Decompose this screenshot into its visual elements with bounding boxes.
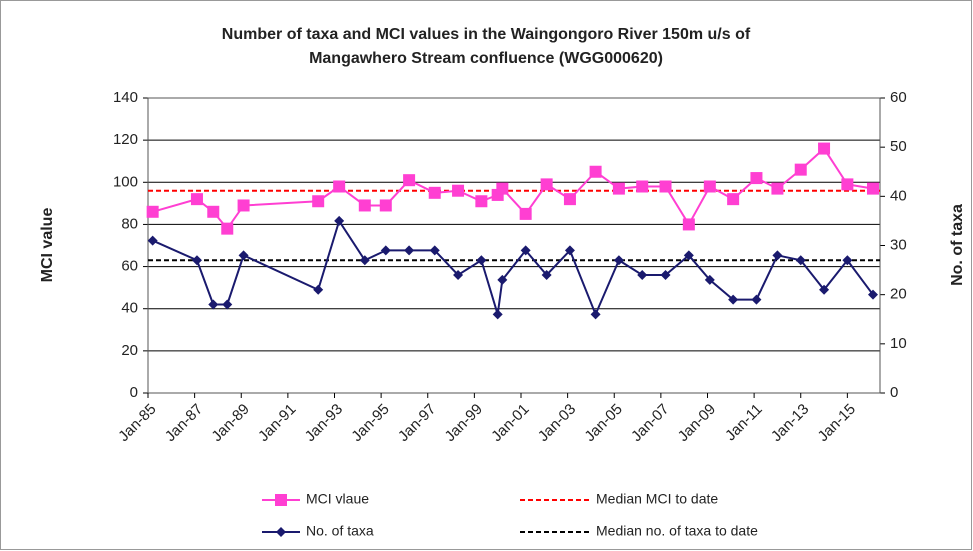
data-point bbox=[772, 250, 783, 261]
legend-label: No. of taxa bbox=[306, 523, 374, 539]
data-point bbox=[380, 245, 391, 256]
chart-title: Mangawhero Stream confluence (WGG000620) bbox=[309, 50, 663, 67]
data-point bbox=[519, 207, 532, 220]
data-point bbox=[636, 180, 649, 193]
y-tick-label: 60 bbox=[121, 258, 138, 275]
data-point bbox=[221, 222, 234, 235]
y2-tick-label: 10 bbox=[890, 335, 907, 352]
y2-tick-label: 0 bbox=[890, 384, 898, 401]
y2-tick-label: 20 bbox=[890, 286, 907, 303]
data-point bbox=[612, 182, 625, 195]
data-point bbox=[541, 270, 552, 280]
data-point bbox=[660, 270, 671, 280]
data-point bbox=[379, 199, 392, 212]
y2-tick-label: 40 bbox=[890, 187, 907, 204]
data-point bbox=[659, 180, 672, 193]
data-point bbox=[452, 184, 465, 197]
data-point bbox=[818, 142, 831, 155]
data-point bbox=[842, 255, 853, 266]
data-point bbox=[751, 294, 762, 305]
y-tick-label: 80 bbox=[121, 215, 138, 232]
y-tick-label: 20 bbox=[121, 342, 138, 359]
data-point bbox=[190, 193, 203, 206]
data-point bbox=[237, 199, 250, 212]
data-point bbox=[563, 193, 576, 206]
data-point bbox=[333, 180, 346, 193]
y-tick-label: 140 bbox=[113, 89, 138, 106]
legend-label: MCI vlaue bbox=[306, 491, 369, 507]
y2-tick-label: 30 bbox=[890, 236, 907, 253]
data-point bbox=[147, 235, 158, 246]
legend-label: Median MCI to date bbox=[596, 491, 718, 507]
data-point bbox=[403, 174, 416, 187]
data-point bbox=[520, 245, 531, 256]
data-point bbox=[637, 270, 648, 280]
data-point bbox=[819, 284, 830, 295]
data-point bbox=[703, 180, 716, 193]
data-point bbox=[727, 193, 740, 206]
data-point bbox=[428, 186, 441, 199]
legend-label: Median no. of taxa to date bbox=[596, 523, 758, 539]
data-point bbox=[496, 182, 509, 195]
data-point bbox=[312, 195, 325, 208]
y-tick-label: 0 bbox=[130, 384, 138, 401]
data-point bbox=[682, 218, 695, 231]
data-point bbox=[868, 289, 879, 300]
data-point bbox=[146, 205, 159, 218]
data-point bbox=[208, 299, 219, 310]
data-point bbox=[476, 255, 487, 266]
plot-frame bbox=[147, 97, 881, 394]
data-point bbox=[590, 309, 601, 320]
data-point bbox=[704, 274, 715, 285]
data-point bbox=[191, 255, 202, 266]
data-point bbox=[497, 274, 508, 285]
data-point bbox=[475, 195, 488, 208]
y-axis-label: MCI value bbox=[39, 208, 56, 283]
legend-marker bbox=[276, 527, 286, 537]
data-point bbox=[429, 245, 440, 256]
chart-title: Number of taxa and MCI values in the Wai… bbox=[222, 26, 751, 43]
data-point bbox=[540, 178, 553, 191]
data-point bbox=[358, 199, 371, 212]
data-point bbox=[683, 250, 694, 261]
legend-marker bbox=[275, 494, 287, 506]
y-tick-label: 100 bbox=[113, 173, 138, 190]
data-point bbox=[359, 255, 370, 266]
data-point bbox=[771, 182, 784, 195]
data-point bbox=[795, 255, 806, 266]
y2-axis-label: No. of taxa bbox=[949, 204, 966, 286]
data-point bbox=[867, 182, 880, 195]
data-point bbox=[750, 172, 763, 185]
data-point bbox=[492, 309, 503, 320]
data-point bbox=[404, 245, 415, 256]
data-point bbox=[222, 299, 233, 310]
data-point bbox=[207, 205, 220, 218]
y-tick-label: 40 bbox=[121, 300, 138, 317]
data-point bbox=[313, 284, 324, 295]
data-point bbox=[334, 215, 345, 226]
y-tick-label: 120 bbox=[113, 131, 138, 148]
data-point bbox=[453, 270, 464, 280]
data-point bbox=[238, 250, 249, 261]
y2-tick-label: 50 bbox=[890, 138, 907, 155]
data-point bbox=[613, 255, 624, 266]
data-point bbox=[794, 163, 807, 176]
y2-tick-label: 60 bbox=[890, 89, 907, 106]
data-point bbox=[589, 165, 602, 178]
data-point bbox=[728, 294, 739, 305]
data-point bbox=[564, 245, 575, 256]
data-point bbox=[841, 178, 854, 191]
